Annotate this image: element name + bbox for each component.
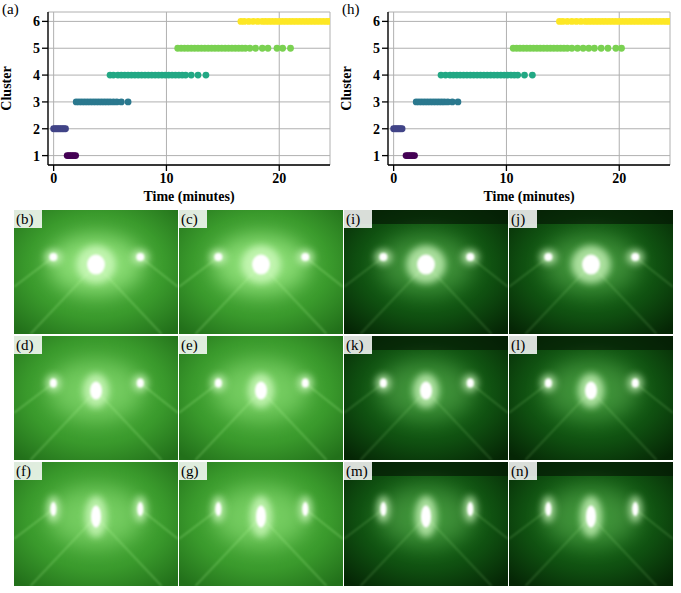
svg-text:0: 0 [390, 171, 397, 186]
svg-text:20: 20 [612, 171, 626, 186]
svg-text:(d): (d) [16, 337, 34, 354]
svg-text:6: 6 [33, 14, 40, 29]
svg-text:Cluster: Cluster [340, 66, 354, 110]
svg-text:1: 1 [373, 149, 380, 164]
svg-text:(b): (b) [16, 211, 34, 228]
svg-text:(k): (k) [346, 337, 364, 354]
svg-text:(g): (g) [181, 463, 199, 480]
svg-text:10: 10 [159, 171, 173, 186]
svg-text:(j): (j) [511, 211, 525, 228]
svg-text:(f): (f) [16, 463, 31, 480]
svg-text:5: 5 [33, 41, 40, 56]
svg-text:20: 20 [272, 171, 286, 186]
svg-text:6: 6 [373, 14, 380, 29]
svg-text:Time (minutes): Time (minutes) [483, 189, 574, 205]
html-text:(h): (h) [342, 1, 360, 17]
svg-text:4: 4 [373, 68, 380, 83]
svg-text:(l): (l) [511, 337, 525, 354]
svg-text:Time (minutes): Time (minutes) [143, 189, 234, 205]
svg-text:Cluster: Cluster [0, 66, 14, 110]
svg-text:(i): (i) [346, 211, 360, 228]
svg-text:(n): (n) [511, 463, 529, 480]
svg-text:2: 2 [33, 122, 40, 137]
svg-text:4: 4 [33, 68, 40, 83]
svg-text:(c): (c) [181, 211, 198, 228]
svg-text:1: 1 [33, 149, 40, 164]
svg-text:2: 2 [373, 122, 380, 137]
svg-text:(e): (e) [181, 337, 198, 354]
html-text:(a): (a) [2, 1, 19, 17]
svg-text:3: 3 [373, 95, 380, 110]
svg-text:0: 0 [50, 171, 57, 186]
svg-text:5: 5 [373, 41, 380, 56]
svg-text:(m): (m) [346, 463, 368, 480]
svg-text:10: 10 [499, 171, 513, 186]
svg-text:3: 3 [33, 95, 40, 110]
